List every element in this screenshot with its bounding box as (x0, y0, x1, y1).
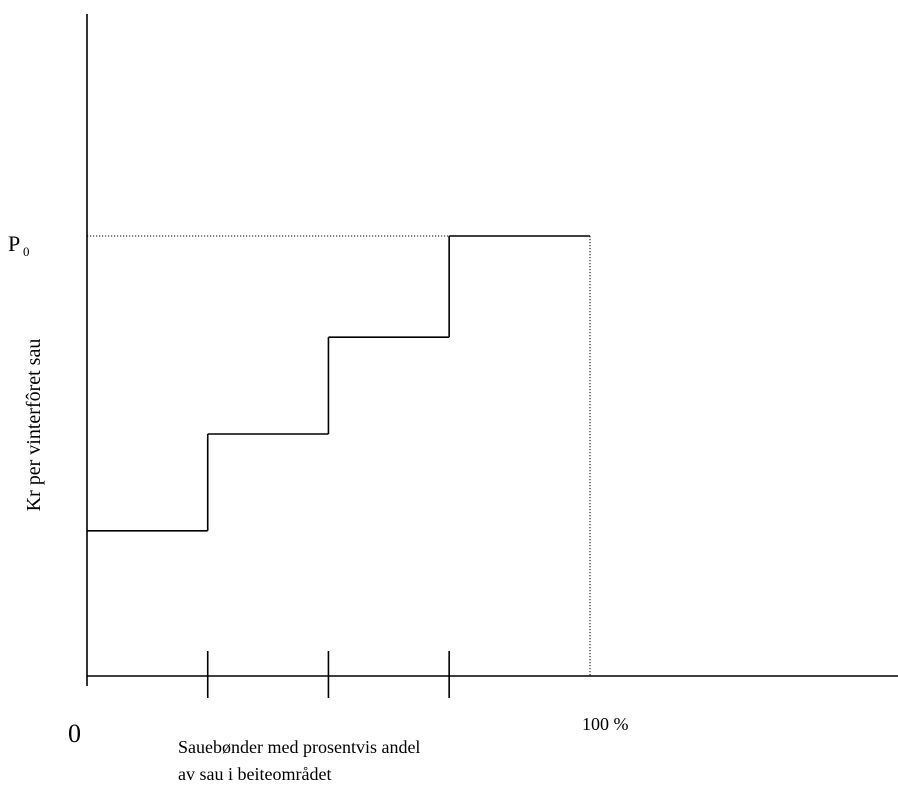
p0-guide-lines (87, 235, 591, 676)
y-axis-label: Kr per vinterfôret sau (23, 339, 45, 512)
x-end-label: 100 % (582, 714, 629, 734)
x-origin-label: 0 (68, 719, 81, 748)
p0-label-base: P (8, 231, 20, 256)
x-axis-label-line-1: Sauebønder med prosentvis andel (178, 737, 420, 757)
x-axis-label-line-2: av sau i beiteområdet (178, 764, 331, 784)
step-series (87, 235, 590, 532)
x-ticks (86, 651, 450, 698)
p0-label-subscript: 0 (23, 244, 30, 259)
axes (86, 14, 898, 677)
